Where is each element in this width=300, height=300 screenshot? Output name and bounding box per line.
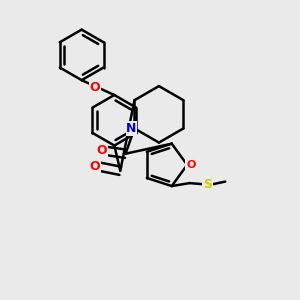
Text: O: O: [186, 160, 195, 170]
Text: O: O: [90, 81, 100, 94]
Text: S: S: [203, 178, 212, 191]
Text: N: N: [126, 122, 137, 135]
Text: O: O: [90, 160, 100, 173]
Text: O: O: [97, 144, 107, 157]
